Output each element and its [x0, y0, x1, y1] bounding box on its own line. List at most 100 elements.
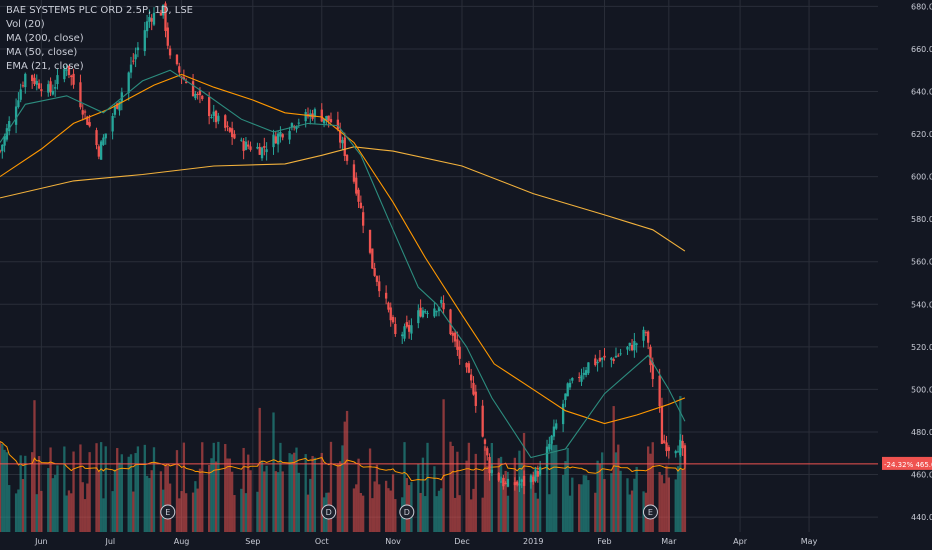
candle-body: [440, 299, 443, 304]
candle-body: [8, 121, 11, 132]
candle-body: [320, 109, 323, 122]
volume-bar: [150, 470, 153, 532]
candle-body: [371, 248, 374, 269]
volume-bar: [118, 462, 121, 532]
volume-bar: [37, 456, 41, 532]
volume-bar: [391, 474, 395, 532]
volume-bar: [102, 498, 105, 532]
candle-body: [601, 357, 604, 360]
volume-bar: [681, 469, 684, 532]
volume-bar: [394, 499, 397, 532]
candle-body: [145, 21, 149, 32]
candle-body: [217, 115, 220, 122]
volume-bar: [610, 473, 613, 532]
volume-bar: [313, 457, 317, 532]
candle-body: [339, 130, 342, 143]
volume-bar: [54, 475, 57, 532]
x-tick-label: Nov: [385, 537, 401, 546]
candle-body: [136, 47, 140, 51]
volume-bar: [56, 465, 59, 532]
x-tick-label: Sep: [245, 537, 260, 546]
earnings-marker[interactable]: [642, 504, 658, 520]
volume-bar: [437, 490, 441, 532]
candle-body: [118, 101, 121, 111]
volume-bar: [504, 470, 507, 532]
candle-body: [159, 12, 163, 16]
candle-body: [596, 361, 599, 364]
candle-body: [40, 89, 43, 92]
candle-body: [162, 4, 165, 16]
candle-body: [529, 475, 533, 483]
volume-bar: [587, 480, 590, 532]
legend-ma50[interactable]: MA (50, close): [6, 47, 78, 58]
candle-body: [194, 93, 197, 99]
y-tick-label: 480.0: [911, 428, 932, 437]
volume-bar: [483, 446, 487, 532]
candle-body: [95, 130, 98, 146]
earnings-marker[interactable]: [399, 504, 415, 520]
candle-body: [614, 355, 618, 358]
volume-bar: [182, 442, 186, 532]
volume-bar: [120, 454, 123, 532]
volume-bar: [35, 494, 38, 532]
candle-body: [357, 189, 360, 202]
y-tick-label: 540.0: [911, 300, 932, 309]
volume-bar: [24, 455, 27, 532]
candle-body: [290, 123, 294, 128]
volume-bar: [534, 492, 537, 532]
volume-bar: [435, 496, 438, 532]
volume-bar: [249, 470, 252, 532]
legend-ema21[interactable]: EMA (21, close): [6, 61, 84, 72]
volume-bar: [207, 465, 211, 532]
volume-bar: [660, 475, 664, 532]
candle-body: [603, 355, 606, 358]
candle-body: [437, 307, 441, 312]
volume-bar: [191, 492, 195, 532]
earnings-marker-label: D: [326, 508, 332, 517]
volume-bar: [633, 478, 636, 532]
volume-bar: [548, 494, 551, 532]
candle-body: [24, 73, 27, 88]
volume-bar: [247, 454, 250, 532]
candle-body: [582, 372, 585, 375]
candle-body: [72, 73, 75, 85]
volume-bar: [384, 480, 388, 532]
volume-bar: [0, 441, 2, 532]
volume-bar: [5, 452, 9, 532]
candle-body: [313, 109, 317, 118]
earnings-marker[interactable]: [321, 504, 337, 520]
volume-bar: [290, 454, 294, 532]
volume-bar: [272, 412, 275, 532]
candle-body: [617, 355, 620, 357]
volume-bar: [614, 452, 618, 532]
candle-body: [276, 133, 280, 145]
earnings-marker[interactable]: [160, 504, 176, 520]
candle-body: [21, 85, 25, 87]
candle-body: [646, 331, 650, 343]
candle-body: [683, 445, 687, 464]
candle-body: [247, 144, 250, 147]
candle-body: [191, 81, 195, 97]
candle-body: [373, 268, 376, 276]
candle-body: [207, 97, 211, 117]
candle-body: [164, 3, 167, 31]
candle-body: [442, 302, 445, 310]
candle-body: [182, 77, 186, 80]
candle-body: [272, 134, 275, 148]
volume-bar: [403, 442, 406, 532]
candle-body: [497, 473, 500, 481]
legend-vol[interactable]: Vol (20): [6, 19, 45, 30]
volume-bar: [311, 455, 314, 532]
candle-body: [555, 423, 558, 429]
volume-bar: [166, 465, 169, 532]
volume-bar: [304, 454, 307, 532]
candle-body: [375, 276, 379, 282]
volume-bar: [371, 498, 374, 532]
x-tick-label: 2019: [523, 537, 543, 546]
candle-body: [88, 122, 91, 127]
candle-body: [424, 311, 427, 313]
legend-ma200[interactable]: MA (200, close): [6, 33, 84, 44]
y-tick-label: 600.0: [911, 173, 932, 182]
candle-body: [67, 65, 71, 76]
